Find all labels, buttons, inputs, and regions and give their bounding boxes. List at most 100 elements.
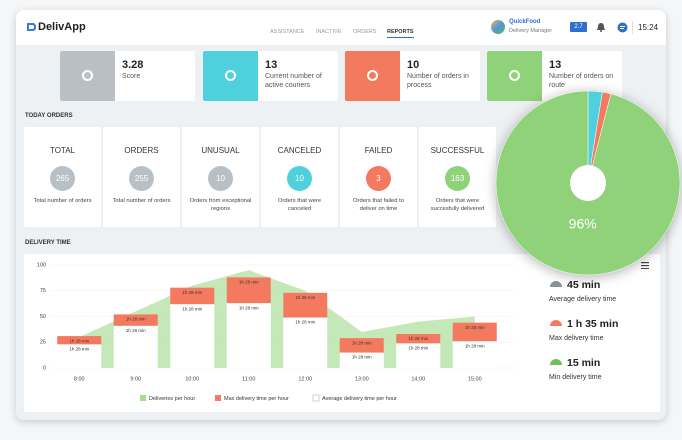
stat-value: 45 min (567, 279, 601, 291)
bar-segment (57, 344, 102, 368)
kpi-glyph (82, 70, 93, 81)
order-title: TOTAL (49, 146, 76, 155)
kpi-label: Number of orders on route (549, 73, 614, 89)
order-description: Orders from exceptional regions (189, 198, 252, 212)
nav-item[interactable]: ASSISTANCE (270, 29, 305, 35)
order-description: Total number of orders (112, 198, 171, 204)
legend-label: Max delivery time per hour (224, 396, 289, 402)
order-value: 10 (287, 166, 312, 191)
bar-label: 1h 28 min (126, 317, 146, 322)
logo-icon (27, 23, 36, 31)
bar-segment (113, 325, 158, 368)
order-title: FAILED (364, 146, 393, 155)
user-name[interactable]: QuickFood (509, 19, 541, 25)
bar-segment (283, 317, 328, 368)
legend-swatch (312, 394, 320, 402)
legend-swatch (215, 395, 221, 401)
stat-icon (550, 320, 562, 326)
x-tick-label: 15:00 (468, 376, 482, 382)
kpi-glyph (225, 70, 236, 81)
bar-segment (226, 303, 271, 368)
y-tick-label: 50 (40, 314, 46, 320)
stat-label: Min delivery time (549, 374, 602, 381)
bar-segment (396, 334, 441, 344)
kpi-label: Current number of active couriers (265, 73, 322, 89)
avatar[interactable] (491, 20, 505, 34)
bar-label: 1h 28 min (126, 328, 146, 333)
y-tick-label: 0 (43, 365, 46, 371)
bar-label: 1h 28 min (352, 340, 372, 345)
bell-icon[interactable] (596, 22, 606, 32)
legend-swatch (140, 395, 146, 401)
bar-label: 1h 28 min (408, 336, 428, 341)
x-tick-label: 8:00 (74, 376, 85, 382)
bar-segment (170, 287, 215, 305)
top-bar (16, 10, 666, 45)
order-description: Orders that failed to deliver on time (353, 198, 404, 212)
y-tick-label: 100 (37, 262, 46, 268)
clock: 15:24 (638, 23, 659, 32)
order-value: 255 (129, 166, 154, 191)
bar-label: 1h 28 min (465, 343, 485, 348)
legend-label: Average delivery time per hour (322, 396, 397, 402)
bar-label: 1h 28 min (295, 320, 315, 325)
order-description: Total number of orders (33, 198, 92, 204)
nav-item[interactable]: INACTIVE (316, 29, 342, 35)
bar-label: 1h 28 min (465, 325, 485, 330)
bar-label: 1h 28 min (239, 280, 259, 285)
stat-label: Average delivery time (549, 296, 617, 303)
kpi-value: 13 (549, 59, 562, 71)
bar-label: 1h 28 min (69, 338, 89, 343)
order-title: UNUSUAL (201, 146, 240, 155)
bar-label: 1h 28 min (182, 290, 202, 295)
kpi-value: 3.28 (122, 59, 144, 71)
order-value: 10 (208, 166, 233, 191)
bar-segment (339, 352, 384, 368)
user-role: Delivery Manager (509, 28, 553, 34)
bar-segment (170, 304, 215, 368)
bar-segment (113, 314, 158, 326)
stat-value: 1 h 35 min (567, 318, 619, 330)
nav-item[interactable]: REPORTS (387, 29, 414, 38)
chat-icon[interactable] (617, 22, 628, 33)
divider (632, 21, 633, 34)
order-value: 265 (50, 166, 75, 191)
kpi-glyph (509, 70, 520, 81)
kpi-label: Number of orders in process (407, 73, 469, 89)
order-value: 3 (366, 166, 391, 191)
kpi-value: 13 (265, 59, 278, 71)
stat-icon (550, 281, 562, 287)
x-tick-label: 9:00 (130, 376, 141, 382)
menu-icon[interactable] (641, 262, 650, 269)
bar-segment (283, 292, 328, 318)
section-title: TODAY ORDERS (25, 113, 73, 119)
bar-label: 1h 28 min (69, 346, 89, 351)
badge[interactable]: 2.7 (570, 22, 587, 32)
logo-text: DelivApp (38, 21, 86, 33)
pie-hole (570, 165, 606, 201)
x-tick-label: 11:00 (242, 376, 255, 382)
x-tick-label: 14:00 (411, 376, 425, 382)
bar-segment (452, 341, 497, 368)
y-tick-label: 75 (40, 288, 46, 294)
bar-segment (396, 343, 441, 368)
x-tick-label: 10:00 (185, 376, 199, 382)
section-title: DELIVERY TIME (25, 240, 71, 246)
bar-label: 1h 28 min (352, 355, 372, 360)
bar-label: 1h 28 min (239, 305, 259, 310)
bar-label: 1h 28 min (295, 295, 315, 300)
order-description: Orders that were succesfully delivered (430, 198, 485, 212)
nav-item[interactable]: ORDERS (353, 29, 377, 35)
bar-segment (452, 322, 497, 342)
stat-icon (550, 359, 562, 365)
order-title: SUCCESSFUL (430, 146, 485, 155)
pie-label: 96% (569, 216, 597, 232)
bar-label: 1h 28 min (408, 345, 428, 350)
bar-segment (57, 336, 102, 345)
stat-label: Max delivery time (549, 335, 604, 342)
stat-value: 15 min (567, 357, 601, 369)
kpi-value: 10 (407, 59, 420, 71)
bar-label: 1h 28 min (182, 306, 202, 311)
